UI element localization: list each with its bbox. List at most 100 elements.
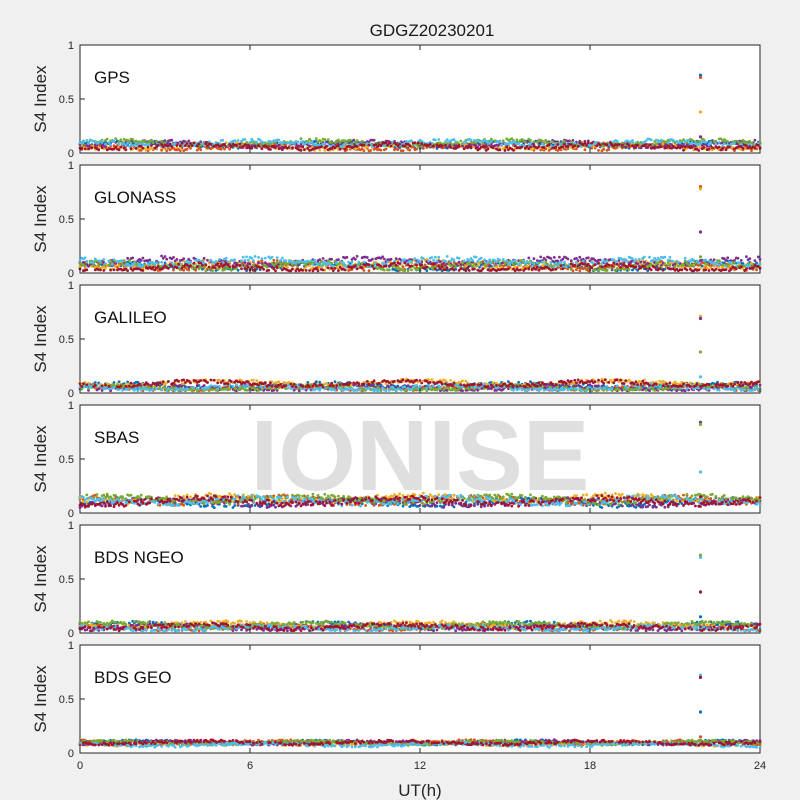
- data-point: [337, 144, 340, 148]
- data-point: [355, 254, 359, 258]
- data-point: [515, 138, 519, 142]
- data-point: [624, 145, 628, 149]
- data-point: [687, 139, 690, 142]
- data-point: [379, 148, 383, 152]
- data-point: [301, 145, 305, 149]
- data-point: [748, 257, 752, 261]
- data-point: [728, 145, 731, 149]
- data-point: [569, 268, 573, 271]
- data-point: [204, 263, 208, 266]
- data-point: [505, 145, 509, 149]
- y-axis-label: S4 Index: [31, 185, 50, 253]
- data-point: [469, 138, 473, 142]
- data-point: [323, 260, 327, 264]
- data-point: [615, 139, 619, 143]
- data-point: [488, 264, 492, 268]
- data-point: [313, 258, 316, 262]
- data-point: [354, 264, 357, 268]
- data-point: [408, 148, 412, 152]
- data-point: [529, 141, 532, 145]
- data-point: [241, 255, 245, 259]
- data-point: [384, 141, 388, 145]
- data-point: [236, 139, 240, 142]
- data-point: [343, 142, 347, 146]
- data-point: [626, 260, 629, 263]
- data-point: [738, 261, 741, 264]
- spike-point: [698, 230, 703, 234]
- data-point: [330, 266, 333, 270]
- data-point: [637, 257, 641, 261]
- data-point: [739, 265, 743, 268]
- data-point: [379, 144, 383, 148]
- data-point: [666, 141, 670, 145]
- data-point: [661, 268, 665, 272]
- data-point: [127, 259, 131, 263]
- data-point: [758, 258, 762, 261]
- data-point: [321, 268, 325, 272]
- data-point: [490, 261, 493, 265]
- data-point: [537, 145, 541, 148]
- data-point: [554, 267, 558, 271]
- data-point: [522, 259, 526, 263]
- data-point: [214, 260, 218, 263]
- data-point: [415, 147, 418, 151]
- data-point: [724, 264, 728, 268]
- data-point: [126, 269, 129, 272]
- data-point: [484, 264, 488, 268]
- data-point: [299, 149, 303, 152]
- data-point: [275, 261, 279, 264]
- data-point: [82, 140, 85, 144]
- panel-label: GPS: [94, 68, 130, 87]
- data-point: [141, 263, 145, 267]
- data-point: [539, 255, 543, 259]
- data-point: [605, 259, 609, 263]
- data-point: [600, 261, 604, 265]
- data-point: [433, 255, 437, 259]
- data-point: [620, 141, 624, 145]
- data-point: [513, 259, 517, 262]
- data-point: [160, 254, 164, 258]
- data-point: [433, 138, 437, 142]
- data-point: [199, 148, 203, 152]
- data-point: [488, 258, 492, 262]
- data-point: [733, 261, 736, 264]
- data-point: [600, 265, 604, 269]
- data-point: [119, 138, 123, 142]
- data-point: [372, 138, 376, 142]
- data-point: [658, 267, 662, 270]
- data-point: [537, 268, 541, 272]
- data-point: [413, 257, 417, 261]
- data-point: [286, 146, 289, 150]
- data-point: [612, 258, 616, 262]
- data-point: [245, 141, 249, 144]
- data-point: [741, 147, 745, 150]
- data-point: [705, 262, 709, 266]
- data-point: [535, 261, 539, 265]
- data-point: [360, 266, 364, 270]
- data-point: [711, 146, 714, 150]
- data-point: [221, 138, 225, 142]
- data-point: [109, 143, 112, 147]
- data-point: [503, 149, 507, 152]
- data-point: [110, 263, 114, 266]
- data-point: [187, 139, 191, 143]
- data-point: [357, 260, 361, 264]
- data-point: [382, 268, 386, 272]
- data-point: [474, 255, 478, 259]
- data-point: [272, 258, 276, 262]
- data-point: [255, 379, 259, 383]
- data-point: [105, 137, 109, 141]
- data-point: [85, 268, 89, 272]
- data-point: [486, 147, 490, 151]
- data-point: [180, 141, 184, 145]
- data-point: [529, 145, 532, 149]
- data-point: [131, 256, 135, 260]
- data-point: [187, 268, 191, 272]
- data-point: [291, 267, 294, 271]
- data-point: [649, 138, 653, 142]
- data-point: [578, 269, 582, 273]
- data-point: [481, 267, 485, 271]
- data-point: [107, 141, 111, 145]
- data-point: [556, 143, 560, 146]
- data-point: [267, 268, 271, 272]
